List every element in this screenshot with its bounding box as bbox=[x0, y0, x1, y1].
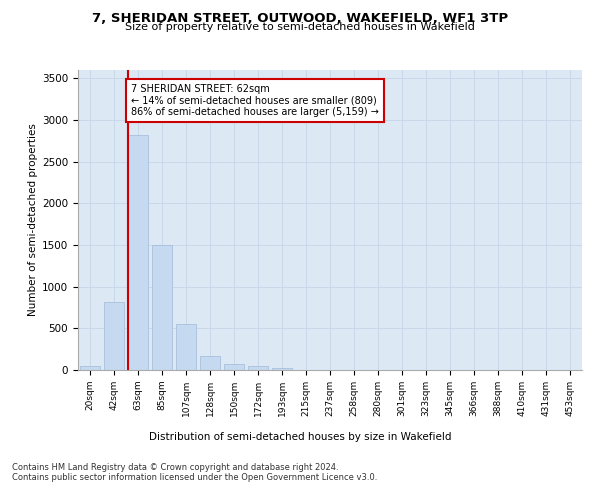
Text: Contains public sector information licensed under the Open Government Licence v3: Contains public sector information licen… bbox=[12, 472, 377, 482]
Bar bbox=[272, 368, 292, 370]
Bar bbox=[200, 356, 220, 370]
Text: Size of property relative to semi-detached houses in Wakefield: Size of property relative to semi-detach… bbox=[125, 22, 475, 32]
Bar bbox=[248, 366, 268, 370]
Text: Contains HM Land Registry data © Crown copyright and database right 2024.: Contains HM Land Registry data © Crown c… bbox=[12, 462, 338, 471]
Bar bbox=[152, 245, 172, 370]
Text: 7 SHERIDAN STREET: 62sqm
← 14% of semi-detached houses are smaller (809)
86% of : 7 SHERIDAN STREET: 62sqm ← 14% of semi-d… bbox=[131, 84, 379, 117]
Y-axis label: Number of semi-detached properties: Number of semi-detached properties bbox=[28, 124, 38, 316]
Bar bbox=[224, 364, 244, 370]
Bar bbox=[176, 324, 196, 370]
Text: Distribution of semi-detached houses by size in Wakefield: Distribution of semi-detached houses by … bbox=[149, 432, 451, 442]
Bar bbox=[128, 135, 148, 370]
Bar bbox=[104, 302, 124, 370]
Bar bbox=[80, 366, 100, 370]
Text: 7, SHERIDAN STREET, OUTWOOD, WAKEFIELD, WF1 3TP: 7, SHERIDAN STREET, OUTWOOD, WAKEFIELD, … bbox=[92, 12, 508, 26]
